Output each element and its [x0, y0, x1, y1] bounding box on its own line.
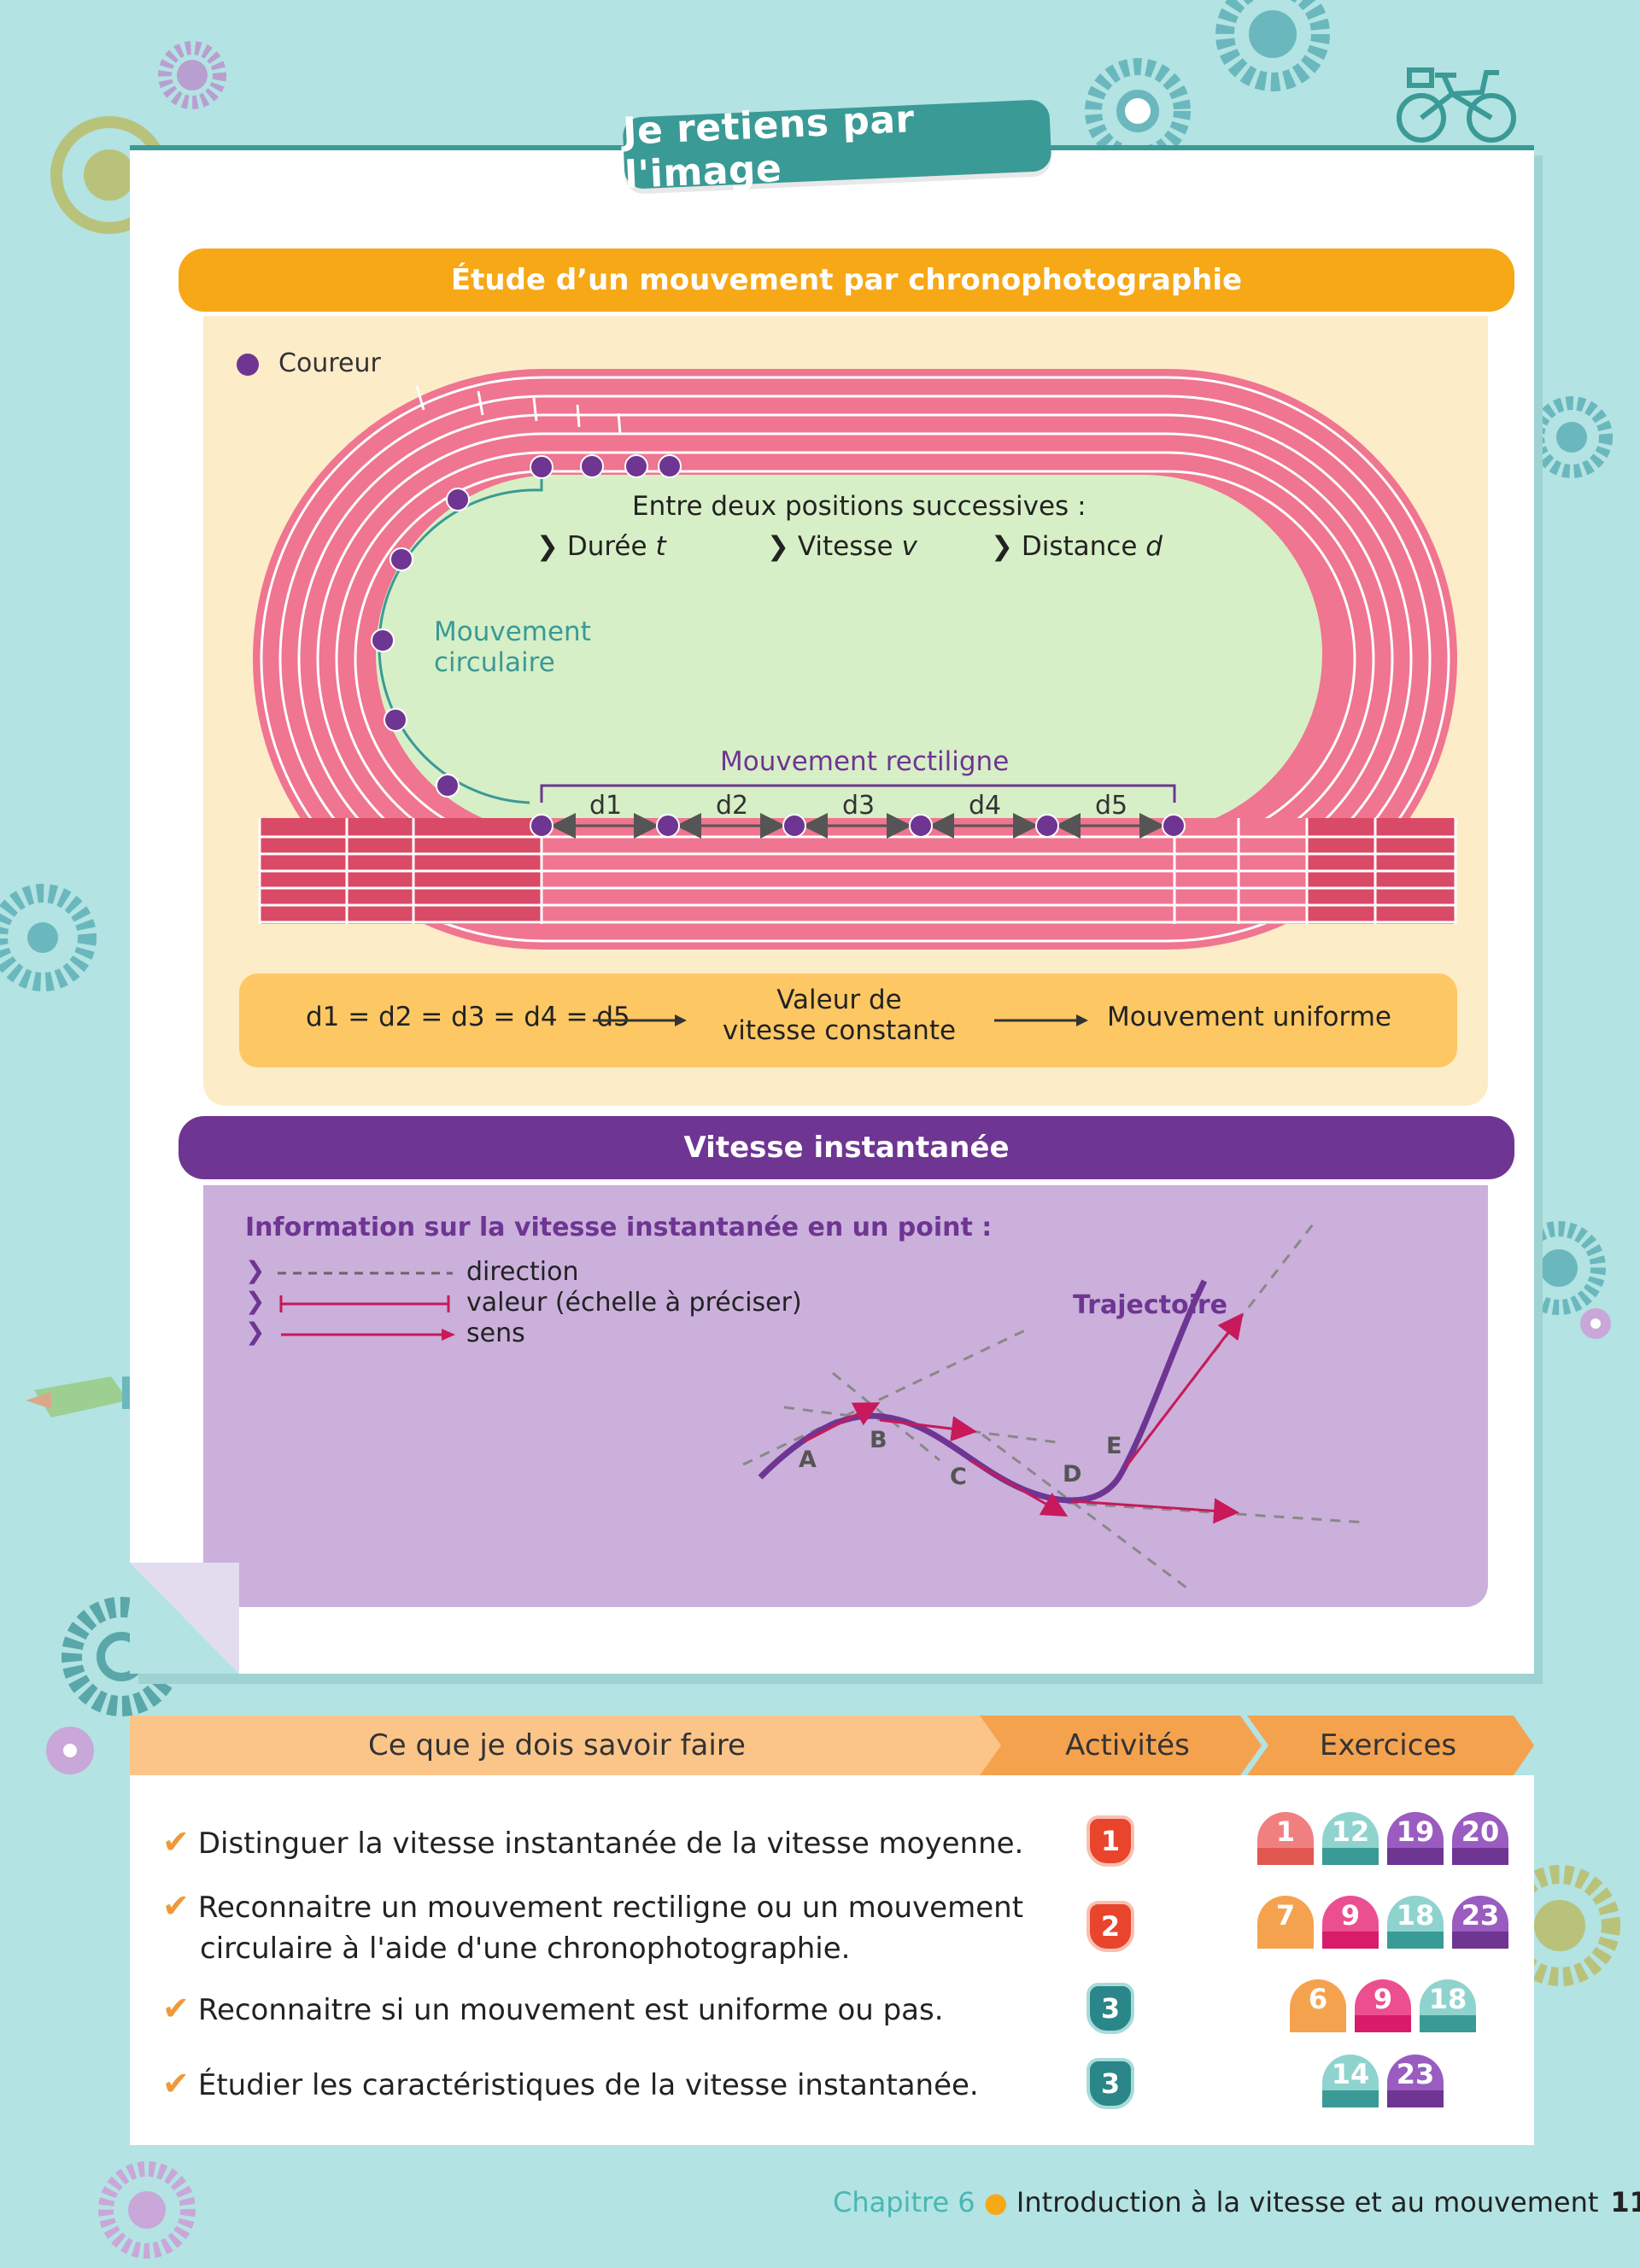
legend-value: valeur (échelle à préciser) — [466, 1288, 802, 1318]
check-icon: ✔ — [162, 1887, 190, 1925]
skill-row: ✔ Reconnaitre un mouvement rectiligne ou … — [162, 1887, 1024, 1966]
rocket-icon — [26, 1377, 134, 1418]
exercise-badge[interactable]: 12 — [1322, 1812, 1379, 1865]
exercise-badge[interactable]: 1 — [1257, 1812, 1314, 1865]
distance-label: d4 — [969, 791, 1002, 821]
activity-badge[interactable]: 3 — [1086, 1983, 1134, 2034]
gear-icon — [1499, 1865, 1620, 1986]
instant-speed-header: Vitesse instantanée — [179, 1116, 1514, 1179]
gear-icon — [0, 884, 97, 991]
instant-speed-info-title: Information sur la vitesse instantanée e… — [245, 1213, 993, 1242]
exercise-badge[interactable]: 18 — [1387, 1896, 1444, 1949]
runner-legend-label: Coureur — [278, 348, 381, 378]
distance-label: d3 — [842, 791, 876, 821]
distance-label: d2 — [716, 791, 749, 821]
running-track-diagram — [237, 354, 1457, 950]
arrow-icon — [593, 1014, 687, 1026]
gear-icon — [98, 2161, 196, 2259]
arrow-icon — [994, 1014, 1088, 1026]
gear-icon — [177, 60, 208, 91]
constant-speed-label: Valeur de vitesse constante — [722, 985, 957, 1046]
exercise-badge[interactable]: 18 — [1420, 1979, 1476, 2032]
exercise-badge[interactable]: 19 — [1387, 1812, 1444, 1865]
gear-icon — [158, 41, 226, 109]
legend-direction: direction — [466, 1257, 579, 1287]
svg-text:❯: ❯ — [245, 1318, 265, 1346]
info-item-speed: ❯ Vitesse v — [767, 531, 917, 562]
distance-label: d5 — [1095, 791, 1128, 821]
svg-text:❯: ❯ — [245, 1258, 265, 1284]
activity-badge[interactable]: 2 — [1086, 1901, 1134, 1952]
info-item-duration: ❯ Durée t — [536, 531, 666, 562]
skill-row: ✔ Distinguer la vitesse instantanée de la… — [162, 1823, 1024, 1861]
point-label: B — [870, 1427, 887, 1453]
legend-runner-dot — [237, 354, 259, 376]
bicycle-icon — [1397, 67, 1516, 143]
exercise-badge[interactable]: 14 — [1322, 2055, 1379, 2107]
rectilinear-label: Mouvement rectiligne — [720, 746, 1010, 777]
gear-icon — [1215, 0, 1330, 91]
page-number: 119 — [1610, 2186, 1640, 2218]
trajectory-diagram: A B C D E Trajectoire — [742, 1220, 1368, 1590]
info-item-distance: ❯ Distance d — [991, 531, 1163, 562]
runner-dots — [371, 454, 1186, 838]
skill-row: ✔ Reconnaitre si un mouvement est uniform… — [162, 1990, 944, 2027]
check-icon: ✔ — [162, 1990, 190, 2027]
field — [376, 475, 1322, 833]
rectilinear-bracket — [540, 784, 1176, 803]
trajectory-label: Trajectoire — [1073, 1290, 1227, 1320]
exercise-badge[interactable]: 6 — [1290, 1979, 1346, 2032]
check-icon: ✔ — [162, 2065, 190, 2102]
info-title: Entre deux positions successives : — [632, 491, 1086, 522]
uniform-motion-bar — [239, 973, 1457, 1067]
exercise-badge[interactable]: 23 — [1452, 1896, 1508, 1949]
exercise-badge[interactable]: 20 — [1452, 1812, 1508, 1865]
page-footer: Chapitre 6 ● Introduction à la vitesse e… — [833, 2186, 1640, 2218]
svg-text:❯: ❯ — [245, 1287, 265, 1315]
footer-title: Introduction à la vitesse et au mouvemen… — [1016, 2186, 1599, 2218]
exercise-badge[interactable]: 9 — [1322, 1896, 1379, 1949]
distance-equality: d1 = d2 = d3 = d4 = d5 — [306, 1002, 630, 1032]
exercise-badge[interactable]: 23 — [1387, 2055, 1444, 2107]
exercise-badge[interactable]: 9 — [1355, 1979, 1411, 2032]
skills-header-main: Ce que je dois savoir faire — [368, 1728, 746, 1762]
uniform-motion-label: Mouvement uniforme — [1107, 1002, 1391, 1032]
skills-header-bar — [130, 1716, 1534, 1775]
speed-legend-symbols: ❯ ❯ ❯ — [245, 1258, 455, 1346]
point-label: A — [799, 1447, 817, 1473]
distance-label: d1 — [589, 791, 623, 821]
gear-icon — [1531, 396, 1613, 478]
point-label: E — [1106, 1433, 1122, 1459]
activity-badge[interactable]: 1 — [1086, 1815, 1134, 1867]
circular-label: Mouvement circulaire — [434, 617, 591, 678]
legend-sense: sens — [466, 1318, 525, 1348]
skill-row: ✔ Étudier les caractéristiques de la vite… — [162, 2065, 979, 2102]
point-label: D — [1063, 1461, 1081, 1488]
check-icon: ✔ — [162, 1823, 190, 1861]
exercise-badge[interactable]: 7 — [1257, 1896, 1314, 1949]
chrono-section-header: Étude d’un mouvement par chronophotograp… — [179, 248, 1514, 312]
skills-header-exercises: Exercices — [1319, 1728, 1457, 1762]
footer-chapter: Chapitre 6 — [833, 2186, 975, 2218]
skills-header-activities: Activités — [1065, 1728, 1190, 1762]
footer-separator: ● — [983, 2186, 1008, 2218]
page-fold — [130, 1563, 239, 1674]
instant-speed-panel — [203, 1185, 1488, 1607]
activity-badge[interactable]: 3 — [1086, 2058, 1134, 2109]
point-label: C — [950, 1464, 967, 1490]
